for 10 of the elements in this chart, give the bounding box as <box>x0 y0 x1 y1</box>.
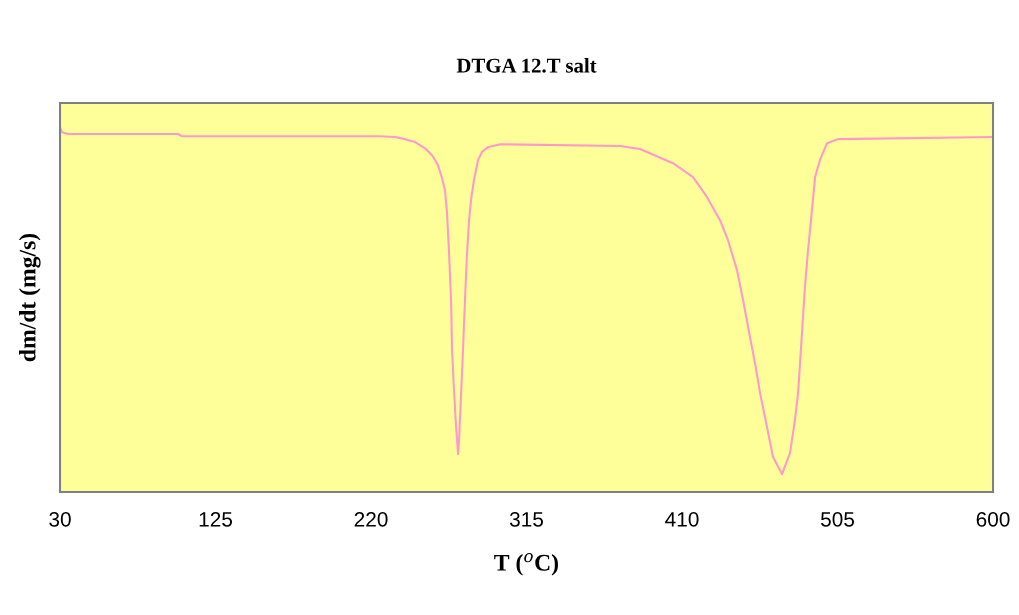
x-tick-label: 600 <box>976 511 1010 527</box>
chart-title: DTGA 12.T salt <box>456 58 597 73</box>
x-tick-label: 30 <box>49 511 71 527</box>
x-tick-label: 125 <box>199 511 233 527</box>
x-tick-label: 315 <box>509 511 544 527</box>
y-axis-title: dm/dt (mg/s) <box>18 233 41 362</box>
x-axis-title: T ($^{o}$C) <box>494 553 558 576</box>
x-tick-label: 410 <box>665 511 699 527</box>
x-tick-label: 505 <box>820 511 855 527</box>
x-tick-label: 220 <box>354 511 388 527</box>
